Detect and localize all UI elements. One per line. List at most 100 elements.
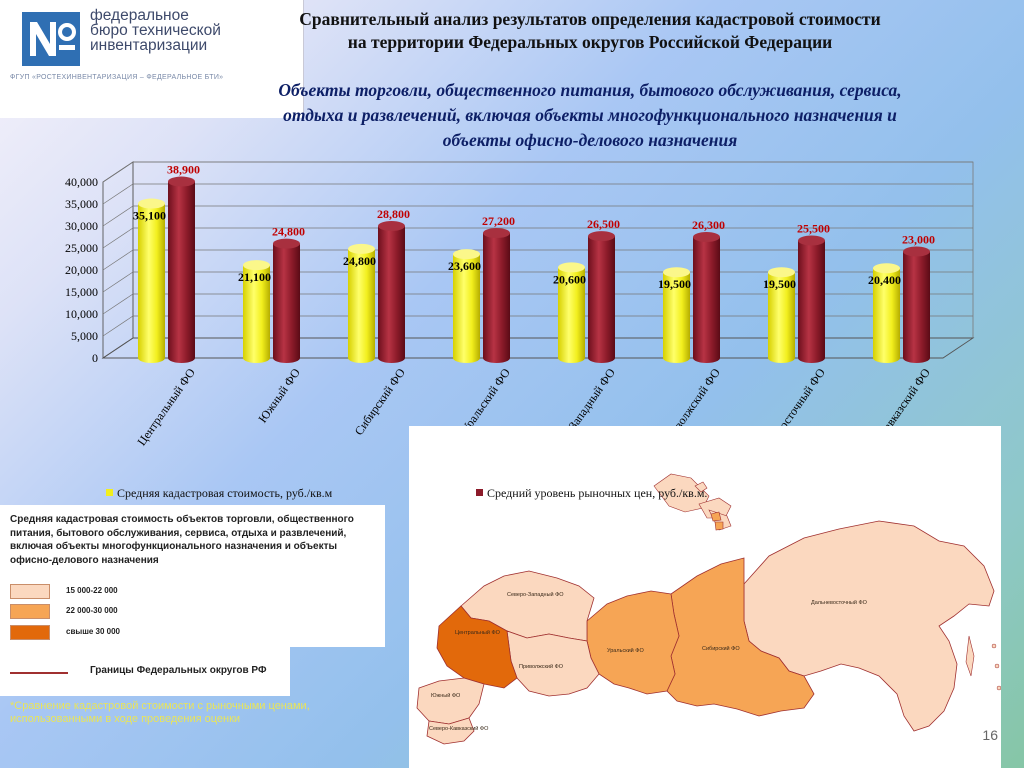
bar-market-6 (798, 235, 825, 363)
data-label-market: 27,200 (482, 214, 515, 228)
map-label-nw: Северо-Западный ФО (507, 592, 564, 598)
y-tick-label: 35,000 (65, 197, 98, 211)
data-label-market: 25,500 (797, 222, 830, 236)
chart-gridline (102, 249, 973, 271)
map-region-volga (506, 630, 600, 697)
legend-series-1: Средняя кадастровая стоимость, руб./кв.м (106, 486, 332, 501)
data-label-market: 24,800 (272, 225, 305, 239)
bar-market-1-top (273, 238, 300, 249)
bar-cadastral-6-body (768, 272, 795, 358)
bar-cadastral-2-base (348, 353, 375, 363)
map-label-volga: Приволжский ФО (519, 664, 564, 670)
map-region-south (416, 677, 485, 725)
bar-cadastral-4 (558, 262, 585, 363)
legend-label-1: Средняя кадастровая стоимость, руб./кв.м (117, 486, 333, 500)
bar-market-2-base (378, 353, 405, 363)
legend-swatch-yellow (106, 489, 113, 496)
chart-bars (138, 176, 930, 363)
bar-cadastral-5-top (663, 267, 690, 278)
map-key-swatch-light (10, 584, 50, 599)
map-key-swatch-dark (10, 625, 50, 640)
map-label-siberia: Сибирский ФО (702, 646, 740, 652)
logo-line-1: федеральное (90, 7, 189, 24)
map-key-border-line (10, 672, 68, 674)
data-label-cadastral: 20,600 (553, 272, 586, 286)
bar-cadastral-0 (138, 198, 165, 363)
bar-cadastral-3-top (453, 249, 480, 260)
map-kuril-1 (991, 643, 997, 649)
data-label-cadastral: 19,500 (658, 277, 691, 291)
bar-cadastral-7-body (873, 268, 900, 358)
bar-market-2-body (378, 226, 405, 358)
x-category-label: Центральный ФО (134, 365, 198, 448)
bar-cadastral-5-base (663, 353, 690, 363)
bar-cadastral-4-top (558, 262, 585, 273)
chart-floor (101, 337, 975, 359)
chart-gridline (102, 227, 973, 249)
y-tick-label: 25,000 (65, 241, 98, 255)
bar-market-6-body (798, 240, 825, 358)
bar-market-7-base (903, 353, 930, 363)
bar-market-1 (273, 238, 300, 363)
bar-cadastral-4-base (558, 353, 585, 363)
bar-cadastral-6 (768, 267, 795, 363)
bar-market-0 (168, 176, 195, 363)
data-label-cadastral: 24,800 (343, 254, 376, 268)
chart-gridline (102, 161, 973, 183)
y-tick-label: 20,000 (65, 263, 98, 277)
bar-market-7-top (903, 246, 930, 257)
map-key-label-2: 22 000-30 000 (66, 606, 118, 615)
legend-series-2: Средний уровень рыночных цен, руб./кв.м. (476, 486, 707, 501)
bar-cadastral-0-base (138, 353, 165, 363)
bar-market-7 (903, 246, 930, 363)
data-label-market: 23,000 (902, 233, 935, 247)
bar-market-4-base (588, 353, 615, 363)
map-key-swatch-mid (10, 604, 50, 619)
bar-cadastral-4-body (558, 267, 585, 358)
bar-market-4-top (588, 231, 615, 242)
bar-market-0-top (168, 176, 195, 187)
map-key-border-panel: Границы Федеральных округов РФ (0, 646, 290, 696)
map-label-ural: Уральский ФО (607, 648, 644, 654)
map-label-south: Южный ФО (431, 693, 461, 699)
footnote: *Сравнение кадастровой стоимости с рыноч… (10, 700, 310, 725)
bar-market-1-body (273, 243, 300, 358)
bar-market-5-body (693, 237, 720, 358)
bar-cadastral-3 (453, 249, 480, 363)
y-tick-label: 30,000 (65, 219, 98, 233)
legend-swatch-red (476, 489, 483, 496)
chart-axis: 0 5,000 10,000 15,000 20,000 25,000 30,000 35,0… (65, 175, 98, 365)
bar-market-2-top (378, 221, 405, 231)
title-line-2: на территории Федеральных округов Россий… (347, 32, 833, 52)
data-label-cadastral: 19,500 (763, 277, 796, 291)
map-key-label-1: 15 000-22 000 (66, 586, 118, 595)
bar-cadastral-0-body (138, 203, 165, 358)
bar-market-3-base (483, 353, 510, 363)
bar-market-4-body (588, 236, 615, 358)
bar-market-6-top (798, 235, 825, 246)
bar-market-3 (483, 228, 510, 363)
bar-market-1-base (273, 353, 300, 363)
data-label-cadastral: 35,100 (133, 209, 166, 223)
data-label-cadastral: 20,400 (868, 273, 901, 287)
bar-market-7-body (903, 251, 930, 358)
bar-market-3-top (483, 228, 510, 239)
map-island-c (714, 521, 724, 531)
map-key-title: Средняя кадастровая стоимость объектов т… (10, 514, 354, 566)
bar-market-6-base (798, 353, 825, 363)
bar-cadastral-7 (873, 263, 900, 363)
map-key-label-3: свыше 30 000 (66, 627, 121, 636)
bar-cadastral-0-top (138, 198, 165, 209)
map-island-severnaya (698, 497, 732, 519)
data-label-cadastral: 21,100 (238, 270, 271, 284)
bar-market-5-top (693, 232, 720, 242)
russia-map (416, 473, 1001, 745)
chart-gridline (102, 315, 973, 337)
bar-cadastral-5 (663, 267, 690, 363)
bar-cadastral-6-top (768, 267, 795, 278)
y-tick-label: 5,000 (71, 329, 98, 343)
subtitle-line-3: объекты офисно-делового назначения (442, 130, 738, 150)
map-label-fareast: Дальневосточный ФО (811, 600, 867, 606)
bar-market-5-base (693, 353, 720, 363)
chart-gridline (102, 205, 973, 227)
